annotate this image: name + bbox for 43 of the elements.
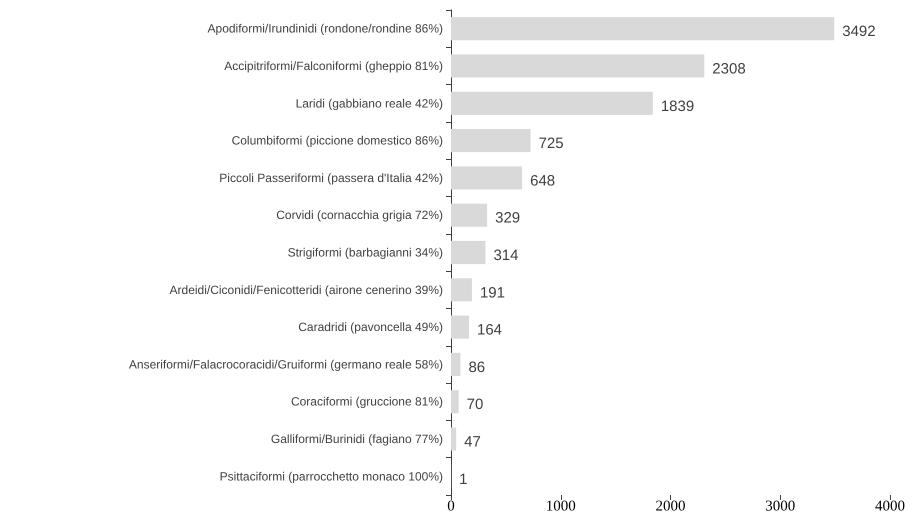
bar (451, 390, 459, 414)
data-label: 86 (468, 358, 486, 376)
data-label: 1 (459, 470, 468, 488)
data-label: 329 (495, 210, 520, 227)
y-tick-label: Columbiformi (piccione domestico 86%) (232, 134, 443, 148)
x-tick-label: 0 (447, 498, 455, 514)
bar (451, 278, 472, 302)
y-tick-label: Strigiformi (barbagianni 34%) (288, 246, 443, 260)
x-tick-label: 3000 (765, 498, 796, 514)
bar (451, 54, 704, 78)
data-label: 1839 (660, 98, 694, 115)
y-tick-label: Caradridi (pavoncella 49%) (298, 320, 443, 334)
y-tick-label: Anseriformi/Falacrocoracidi/Gruiformi (germano reale 58%) (128, 357, 443, 372)
bar (451, 17, 834, 40)
y-tick-label: Corvidi (cornacchia grigia 72%) (276, 208, 444, 222)
bar (451, 316, 469, 339)
data-label: 164 (477, 322, 502, 339)
data-label: 725 (538, 135, 564, 152)
data-label: 2308 (712, 60, 746, 78)
bar (451, 204, 488, 227)
bar (451, 352, 460, 376)
data-label: 648 (530, 172, 556, 190)
y-tick-label: Coraciformi (gruccione 81%) (290, 394, 443, 409)
bar (451, 166, 522, 190)
x-tick-label: 4000 (875, 498, 905, 514)
x-tick-label: 2000 (656, 498, 686, 514)
y-tick-label: Piccoli Passeriformi (passera d'Italia 42%) (219, 170, 443, 185)
bar (451, 240, 486, 264)
data-label: 47 (464, 434, 481, 451)
y-tick-label: Apodiformi/Irundinidi (rondone/rondine 86%) (208, 22, 443, 36)
bar (451, 427, 456, 451)
x-tick-label: 1000 (546, 498, 576, 514)
data-label: 191 (480, 284, 505, 302)
y-tick-label: Psittaciformi (parrocchetto monaco 100%) (220, 469, 443, 484)
bar (451, 129, 531, 152)
y-tick-label: Accipitriformi/Falconiformi (gheppio 81%) (224, 58, 443, 73)
data-label: 70 (466, 396, 484, 414)
bar (451, 92, 653, 115)
y-tick-label: Galliformi/Burinidi (fagiano 77%) (270, 432, 443, 446)
y-tick-label: Ardeidi/Ciconidi/Fenicotteridi (airone cenerino 39%) (170, 282, 444, 297)
y-tick-label: Laridi (gabbiano reale 42%) (296, 96, 443, 110)
data-label: 3492 (842, 23, 876, 40)
data-label: 314 (493, 247, 518, 264)
